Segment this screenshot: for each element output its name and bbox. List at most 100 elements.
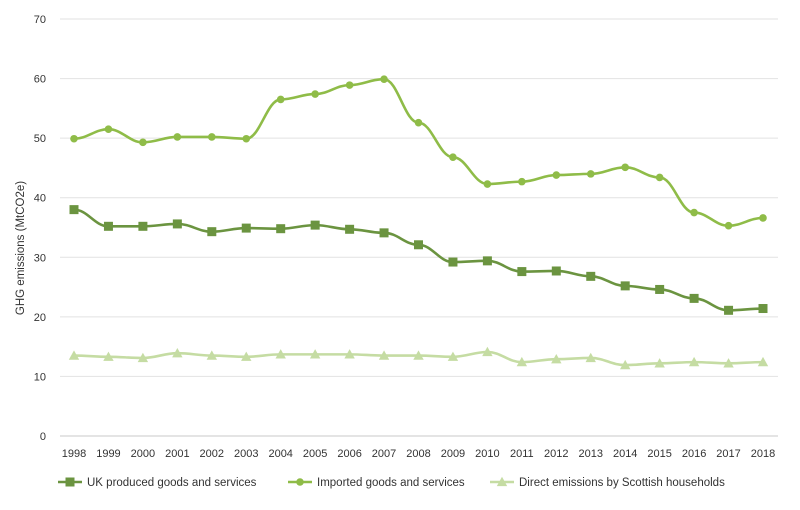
data-point xyxy=(620,281,630,291)
legend-item: UK produced goods and services xyxy=(58,477,257,489)
data-point xyxy=(483,180,492,188)
data-point xyxy=(172,219,182,229)
data-point xyxy=(448,257,458,267)
data-point xyxy=(139,138,147,147)
x-tick-label: 2005 xyxy=(303,448,327,460)
legend-label: UK produced goods and services xyxy=(87,477,257,489)
x-tick-label: 2003 xyxy=(234,448,258,460)
data-point xyxy=(138,221,148,231)
x-tick-label: 2016 xyxy=(682,448,706,460)
data-point xyxy=(621,163,629,172)
data-point xyxy=(103,351,114,361)
x-tick-label: 2011 xyxy=(510,448,534,460)
data-point xyxy=(586,271,596,281)
legend-label: Direct emissions by Scottish households xyxy=(519,477,725,489)
data-point xyxy=(724,221,733,230)
data-point xyxy=(276,95,285,104)
x-tick-label: 2013 xyxy=(579,448,603,460)
data-point xyxy=(172,347,183,358)
data-point xyxy=(551,353,562,364)
data-point xyxy=(655,173,664,182)
y-tick-label: 50 xyxy=(34,133,46,145)
legend: UK produced goods and services Imported g… xyxy=(58,476,725,489)
data-point xyxy=(447,351,459,361)
data-point xyxy=(345,81,354,89)
data-point xyxy=(378,350,390,360)
data-point xyxy=(70,134,78,143)
x-tick-label: 2007 xyxy=(372,448,396,460)
data-point xyxy=(551,266,561,276)
series-group xyxy=(68,75,769,370)
data-point xyxy=(757,356,769,367)
x-tick-label: 2001 xyxy=(165,448,189,460)
x-tick-label: 2009 xyxy=(441,448,465,460)
data-point xyxy=(655,284,665,294)
data-point xyxy=(207,227,217,237)
legend-marker xyxy=(296,478,304,486)
legend-marker xyxy=(65,477,75,487)
data-point xyxy=(275,349,286,359)
data-point xyxy=(758,304,768,314)
data-point xyxy=(242,134,251,143)
gridlines xyxy=(60,18,778,437)
data-point xyxy=(241,351,252,361)
x-tick-label: 2000 xyxy=(131,448,155,460)
data-point xyxy=(137,352,149,363)
data-point xyxy=(516,356,528,367)
y-tick-label: 10 xyxy=(34,371,46,383)
data-point xyxy=(688,356,700,367)
data-point xyxy=(552,171,561,179)
data-point xyxy=(276,224,286,234)
data-point xyxy=(241,223,251,233)
data-point xyxy=(482,256,492,266)
y-tick-label: 0 xyxy=(40,431,46,443)
x-axis-ticks: 1998 1999 2000 2001 2002 2003 2004 2005 2006 2007… xyxy=(62,448,775,460)
x-tick-label: 2017 xyxy=(716,448,740,460)
data-point xyxy=(104,125,113,134)
data-point xyxy=(654,358,665,368)
data-point xyxy=(173,133,182,141)
data-point xyxy=(414,240,423,250)
data-point xyxy=(518,177,526,186)
data-point xyxy=(413,350,424,360)
x-tick-label: 2008 xyxy=(406,448,430,460)
data-point xyxy=(69,205,79,215)
x-tick-label: 2002 xyxy=(200,448,224,460)
y-tick-label: 70 xyxy=(34,14,46,26)
data-point xyxy=(103,221,113,231)
data-point xyxy=(208,133,216,141)
data-point xyxy=(345,224,355,234)
data-point xyxy=(449,153,457,162)
data-point xyxy=(517,267,527,277)
y-axis-ticks: 0 10 20 30 40 50 60 70 xyxy=(34,14,46,443)
x-tick-label: 2010 xyxy=(475,448,499,460)
x-tick-label: 2006 xyxy=(337,448,361,460)
data-point xyxy=(689,293,699,303)
legend-item: Imported goods and services xyxy=(288,477,465,489)
y-tick-label: 30 xyxy=(34,252,46,264)
data-point xyxy=(206,350,217,360)
data-point xyxy=(68,350,80,360)
x-tick-label: 1998 xyxy=(62,448,86,460)
data-point xyxy=(380,75,388,83)
x-tick-label: 2015 xyxy=(647,448,671,460)
legend-label: Imported goods and services xyxy=(317,477,465,489)
legend-item: Direct emissions by Scottish households xyxy=(490,476,725,489)
x-tick-label: 2004 xyxy=(268,448,292,460)
data-point xyxy=(379,228,389,238)
x-tick-label: 2012 xyxy=(544,448,568,460)
y-tick-label: 60 xyxy=(34,74,46,86)
y-tick-label: 40 xyxy=(34,193,46,205)
data-point xyxy=(344,349,355,359)
data-point xyxy=(311,90,319,98)
x-tick-label: 1999 xyxy=(96,448,120,460)
data-point xyxy=(724,305,734,315)
data-point xyxy=(620,359,631,370)
series-2 xyxy=(68,346,769,370)
data-point xyxy=(585,352,596,363)
data-point xyxy=(759,214,767,222)
y-axis-title: GHG emissions (MtCO2e) xyxy=(15,181,27,315)
y-tick-label: 20 xyxy=(34,312,46,324)
x-tick-label: 2018 xyxy=(751,448,775,460)
